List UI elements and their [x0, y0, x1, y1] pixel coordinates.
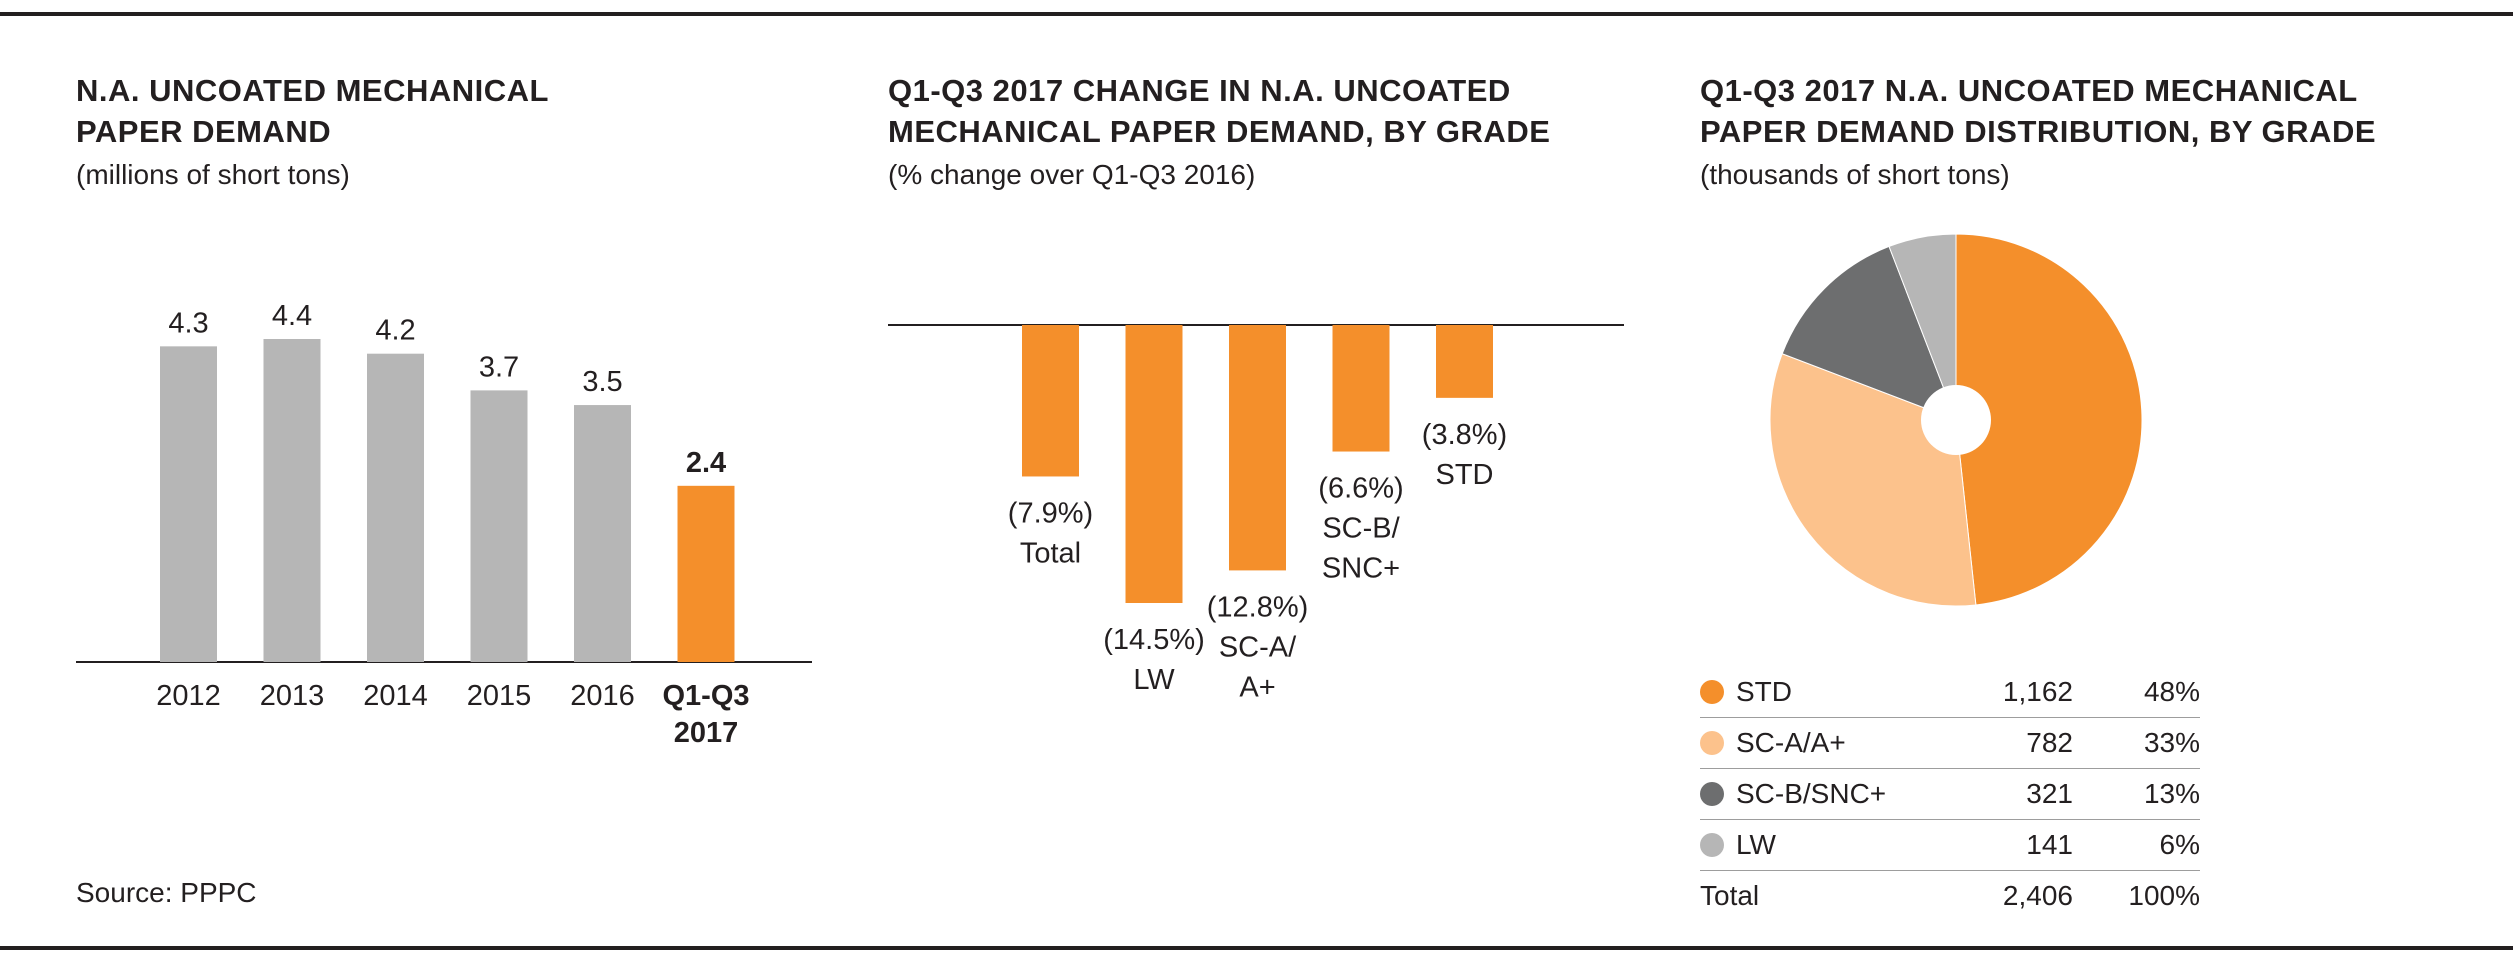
distribution-pie-chart [1769, 233, 2143, 607]
pie-center-hole [1921, 385, 1991, 455]
change-bar-label: (7.9%) [1008, 497, 1093, 529]
pie-slice [1781, 245, 1957, 421]
change-bar [1332, 325, 1390, 452]
demand-category-label: 2017 [674, 717, 739, 749]
legend-percent: 48% [2143, 676, 2200, 707]
change-bar-label: STD [1436, 459, 1494, 491]
legend-value: 1,162 [2002, 676, 2073, 707]
legend-value: 321 [2026, 778, 2073, 809]
legend-label: Total [1700, 880, 1760, 911]
demand-category-label: 2015 [467, 680, 532, 712]
demand-bar [574, 405, 631, 662]
demand-value-label: 4.4 [272, 300, 312, 332]
demand-bar [677, 485, 735, 662]
demand-value-label: 3.7 [479, 351, 519, 383]
legend-label: SC-A/A+ [1736, 727, 1846, 758]
change-bar-label: (12.8%) [1207, 591, 1309, 623]
demand-subtitle: (millions of short tons) [76, 159, 350, 190]
legend-row: SC-B/SNC+ 321 13% [1700, 769, 2200, 820]
change-bar-label: (3.8%) [1422, 419, 1507, 451]
demand-bar [367, 353, 424, 662]
demand-bar-chart: 4.3 2012 4.4 2013 4.2 2014 3.7 2015 3.5 2016 2.4 Q1… [76, 300, 812, 749]
change-subtitle: (% change over Q1-Q3 2016) [888, 159, 1256, 190]
legend-label: STD [1736, 676, 1792, 707]
change-bar-label: (14.5%) [1103, 624, 1205, 656]
legend-label: LW [1736, 829, 1776, 860]
demand-panel: N.A. UNCOATED MECHANICAL PAPER DEMAND (m… [76, 0, 816, 964]
demand-category-label: Q1-Q3 [662, 680, 749, 712]
distribution-legend-table: STD 1,162 48% SC-A/A+ 782 33% SC-B/SNC+ 321 13% L… [1700, 667, 2200, 921]
change-bar [1125, 325, 1183, 603]
legend-row: STD 1,162 48% [1700, 667, 2200, 718]
legend-swatch [1700, 782, 1724, 806]
change-bar [1229, 325, 1286, 571]
pie-slice [1888, 233, 1957, 421]
legend-percent: 6% [2159, 829, 2200, 860]
change-bar-label: SNC+ [1322, 553, 1400, 585]
legend-label: SC-B/SNC+ [1736, 778, 1887, 809]
demand-title: N.A. UNCOATED MECHANICAL PAPER DEMAND [76, 73, 549, 149]
change-bar-label: SC-A/ [1219, 631, 1297, 663]
bottom-rule [0, 946, 2513, 950]
legend-swatch [1700, 833, 1724, 857]
demand-value-label: 4.3 [168, 307, 208, 339]
demand-bar [263, 339, 321, 662]
legend-row: LW 141 6% [1700, 820, 2200, 871]
distribution-panel: Q1-Q3 2017 N.A. UNCOATED MECHANICAL PAPE… [1700, 0, 2480, 964]
legend-percent: 100% [2128, 880, 2200, 911]
pie-slice [1955, 233, 2143, 606]
demand-category-label: 2014 [363, 680, 428, 712]
change-bar-chart: (7.9%) Total (14.5%) LW (12.8%) SC-A/A+ (6.6%)… [888, 324, 1624, 703]
change-bar [1022, 325, 1079, 477]
demand-bar [470, 390, 528, 662]
change-bar-label: Total [1020, 537, 1081, 569]
demand-bar [160, 346, 217, 662]
legend-value: 782 [2026, 727, 2073, 758]
change-bar [1436, 325, 1493, 398]
legend-value: 141 [2026, 829, 2073, 860]
change-bar-label: (6.6%) [1318, 473, 1403, 505]
legend-percent: 33% [2143, 727, 2200, 758]
top-rule [0, 12, 2513, 16]
legend-swatch [1700, 731, 1724, 755]
source-note: Source: PPPC [76, 877, 257, 908]
demand-value-label: 3.5 [582, 366, 622, 398]
distribution-subtitle: (thousands of short tons) [1700, 159, 2010, 190]
legend-swatch [1700, 680, 1724, 704]
change-bar-label: SC-B/ [1322, 513, 1400, 545]
change-bar-label: LW [1133, 664, 1175, 696]
demand-value-label: 4.2 [375, 315, 415, 347]
demand-category-label: 2012 [156, 680, 221, 712]
distribution-title: Q1-Q3 2017 N.A. UNCOATED MECHANICAL PAPE… [1700, 73, 2377, 149]
change-title: Q1-Q3 2017 CHANGE IN N.A. UNCOATED MECHA… [888, 73, 1551, 149]
legend-value: 2,406 [2002, 880, 2073, 911]
demand-category-label: 2016 [570, 680, 635, 712]
demand-value-label: 2.4 [686, 447, 726, 479]
change-bar-label: A+ [1239, 671, 1275, 703]
change-panel: Q1-Q3 2017 CHANGE IN N.A. UNCOATED MECHA… [888, 0, 1648, 964]
legend-row: SC-A/A+ 782 33% [1700, 718, 2200, 769]
demand-category-label: 2013 [260, 680, 325, 712]
legend-total-row: Total 2,406 100% [1700, 871, 2200, 921]
legend-percent: 13% [2143, 778, 2200, 809]
